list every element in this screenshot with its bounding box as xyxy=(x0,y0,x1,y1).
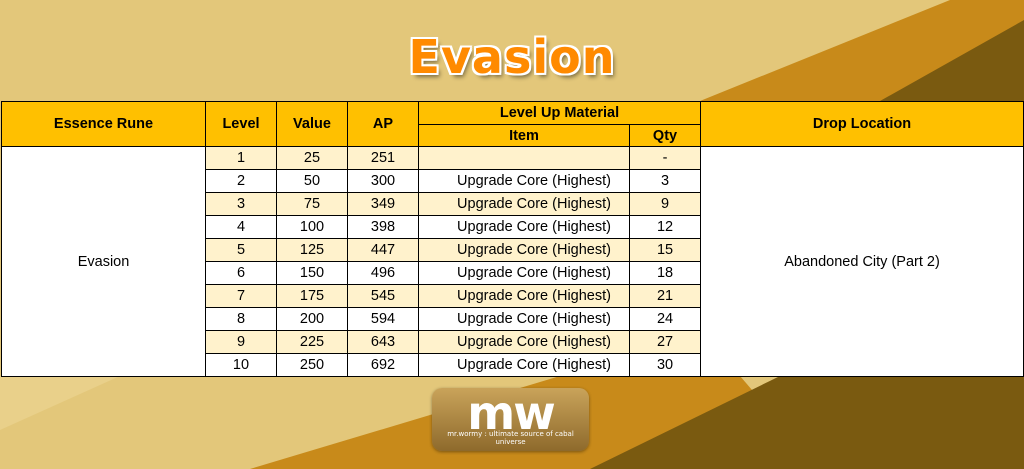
item-cell: Upgrade Core (Highest) xyxy=(418,307,630,331)
ap-cell: 300 xyxy=(347,169,419,193)
item-cell: Upgrade Core (Highest) xyxy=(418,192,630,216)
ap-cell: 349 xyxy=(347,192,419,216)
level-cell: 8 xyxy=(205,307,277,331)
header-qty: Qty xyxy=(628,124,702,147)
ap-cell: 692 xyxy=(347,353,419,377)
level-cell: 5 xyxy=(205,238,277,262)
item-cell xyxy=(418,146,630,170)
ap-cell: 398 xyxy=(347,215,419,239)
item-cell: Upgrade Core (Highest) xyxy=(418,284,630,308)
value-cell: 75 xyxy=(276,192,348,216)
qty-cell: 30 xyxy=(628,353,702,377)
level-cell: 3 xyxy=(205,192,277,216)
ap-cell: 496 xyxy=(347,261,419,285)
header-essence-rune: Essence Rune xyxy=(1,101,206,147)
item-cell: Upgrade Core (Highest) xyxy=(418,238,630,262)
mw-logo: mw mr.wormy : ultimate source of cabal u… xyxy=(432,386,589,451)
header-level: Level xyxy=(205,101,277,147)
table-row: 10 250 692 Upgrade Core (Highest) 30 xyxy=(2,353,1024,377)
value-cell: 50 xyxy=(276,169,348,193)
header-drop-location: Drop Location xyxy=(700,101,1024,147)
header-item: Item xyxy=(418,124,630,147)
value-cell: 250 xyxy=(276,353,348,377)
table-row: 4 100 398 Upgrade Core (Highest) 12 xyxy=(2,215,1024,239)
value-cell: 150 xyxy=(276,261,348,285)
level-cell: 4 xyxy=(205,215,277,239)
value-cell: 175 xyxy=(276,284,348,308)
level-cell: 10 xyxy=(205,353,277,377)
table-row: 7 175 545 Upgrade Core (Highest) 21 xyxy=(2,284,1024,308)
level-cell: 6 xyxy=(205,261,277,285)
table-row: 6 150 496 Upgrade Core (Highest) 18 xyxy=(2,261,1024,285)
value-cell: 25 xyxy=(276,146,348,170)
page-title: Evasion xyxy=(408,30,616,84)
table-header-row: Essence Rune Level Value AP Level Up Mat… xyxy=(1,101,1024,147)
value-cell: 200 xyxy=(276,307,348,331)
level-cell: 1 xyxy=(205,146,277,170)
qty-cell: 24 xyxy=(628,307,702,331)
table-row: Evasion 1 25 251 - Abandoned City (Part … xyxy=(1,146,1024,377)
table-row: 5 125 447 Upgrade Core (Highest) 15 xyxy=(2,238,1024,262)
value-cell: 225 xyxy=(276,330,348,354)
qty-cell: 12 xyxy=(628,215,702,239)
logo-text: mw xyxy=(467,386,555,440)
item-cell: Upgrade Core (Highest) xyxy=(418,169,630,193)
item-cell: Upgrade Core (Highest) xyxy=(418,353,630,377)
header-value: Value xyxy=(276,101,348,147)
ap-cell: 594 xyxy=(347,307,419,331)
item-cell: Upgrade Core (Highest) xyxy=(418,261,630,285)
qty-cell: 27 xyxy=(628,330,702,354)
drop-location-cell: Abandoned City (Part 2) xyxy=(700,146,1024,377)
value-cell: 100 xyxy=(276,215,348,239)
ap-cell: 643 xyxy=(347,330,419,354)
ap-cell: 545 xyxy=(347,284,419,308)
ap-cell: 447 xyxy=(347,238,419,262)
essence-rune-cell: Evasion xyxy=(1,146,206,377)
item-cell: Upgrade Core (Highest) xyxy=(418,330,630,354)
level-cell: 7 xyxy=(205,284,277,308)
header-level-up-material: Level Up Material xyxy=(417,101,702,125)
qty-cell: 3 xyxy=(628,169,702,193)
item-cell: Upgrade Core (Highest) xyxy=(418,215,630,239)
qty-cell: 18 xyxy=(628,261,702,285)
header-ap: AP xyxy=(347,101,419,147)
level-cell: 9 xyxy=(205,330,277,354)
qty-cell: - xyxy=(628,146,702,170)
logo-tagline: mr.wormy : ultimate source of cabal univ… xyxy=(447,430,574,446)
rune-table: Essence Rune Level Value AP Level Up Mat… xyxy=(1,101,1024,377)
qty-cell: 9 xyxy=(628,192,702,216)
qty-cell: 21 xyxy=(628,284,702,308)
qty-cell: 15 xyxy=(628,238,702,262)
table-subheader-row: Item Qty xyxy=(2,124,1024,147)
ap-cell: 251 xyxy=(347,146,419,170)
value-cell: 125 xyxy=(276,238,348,262)
level-cell: 2 xyxy=(205,169,277,193)
table-row: 8 200 594 Upgrade Core (Highest) 24 xyxy=(2,307,1024,331)
